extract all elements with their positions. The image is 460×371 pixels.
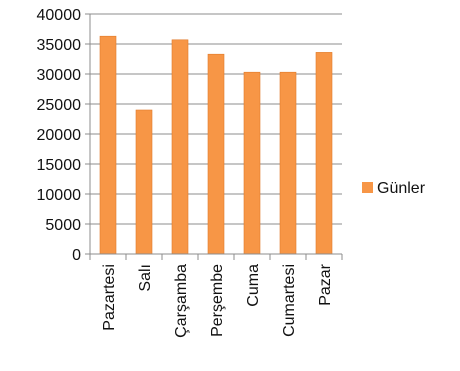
x-tick-label: Pazartesi bbox=[101, 264, 118, 331]
bar bbox=[207, 53, 225, 255]
bar bbox=[315, 52, 333, 255]
y-tick-label: 20000 bbox=[37, 127, 82, 144]
axes bbox=[85, 13, 343, 260]
x-tick-label: Pazar bbox=[317, 263, 334, 305]
bar bbox=[171, 39, 189, 255]
bars bbox=[99, 35, 333, 255]
y-tick-label: 40000 bbox=[37, 7, 82, 24]
y-tick-label: 15000 bbox=[37, 157, 82, 174]
y-tick-label: 5000 bbox=[45, 217, 81, 234]
x-tick-label: Cuma bbox=[245, 264, 262, 307]
bar bbox=[99, 35, 117, 255]
bar bbox=[243, 71, 261, 255]
y-tick-label: 25000 bbox=[37, 97, 82, 114]
legend: Günler bbox=[362, 180, 426, 197]
y-tick-labels: 0 5000 10000 15000 20000 25000 30000 35000 40000 bbox=[37, 7, 82, 264]
bar bbox=[279, 71, 297, 255]
x-tick-label: Cumartesi bbox=[281, 264, 298, 337]
legend-label: Günler bbox=[377, 180, 426, 197]
y-tick-label: 35000 bbox=[37, 37, 82, 54]
x-tick-label: Çarşamba bbox=[173, 264, 190, 338]
y-tick-label: 10000 bbox=[37, 187, 82, 204]
y-tick-label: 0 bbox=[72, 247, 81, 264]
x-tick-labels: Pazartesi Salı Çarşamba Perşembe Cuma Cumarte… bbox=[101, 263, 334, 337]
x-tick-label: Salı bbox=[137, 264, 154, 292]
legend-swatch bbox=[362, 182, 373, 193]
y-tick-label: 30000 bbox=[37, 67, 82, 84]
bar bbox=[135, 109, 153, 255]
x-tick-label: Perşembe bbox=[209, 264, 226, 337]
